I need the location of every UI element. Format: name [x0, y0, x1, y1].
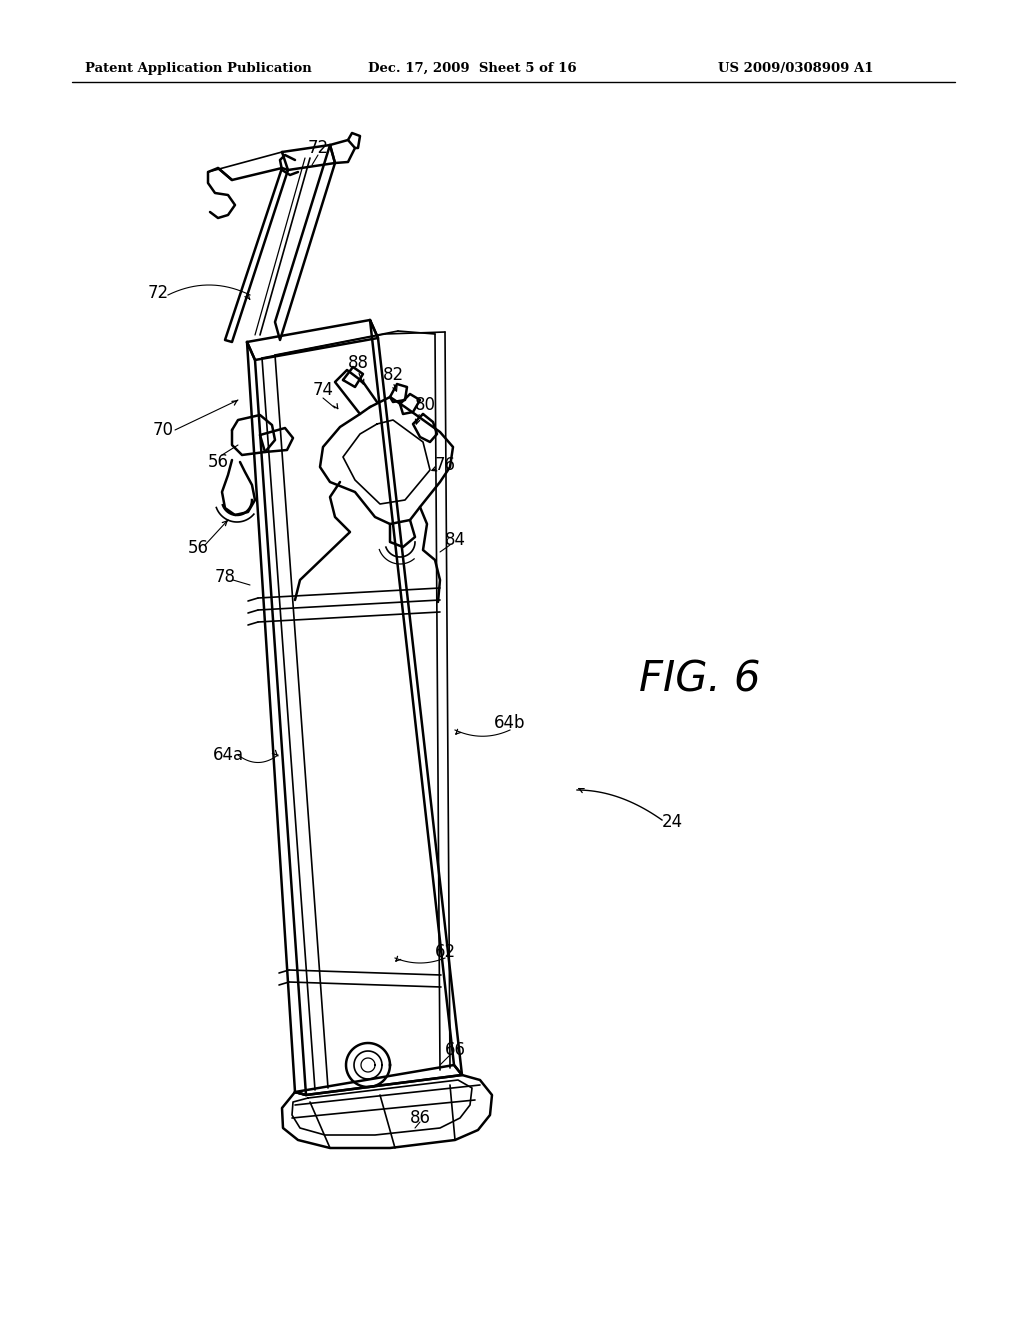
Text: Dec. 17, 2009  Sheet 5 of 16: Dec. 17, 2009 Sheet 5 of 16 — [368, 62, 577, 75]
Text: 72: 72 — [147, 284, 169, 302]
Text: 72: 72 — [307, 139, 329, 157]
Text: 56: 56 — [187, 539, 209, 557]
Text: 84: 84 — [444, 531, 466, 549]
Text: 82: 82 — [382, 366, 403, 384]
Text: 76: 76 — [434, 455, 456, 474]
Text: 64b: 64b — [495, 714, 525, 733]
Text: 66: 66 — [444, 1041, 466, 1059]
Text: 88: 88 — [347, 354, 369, 372]
Text: 70: 70 — [153, 421, 173, 440]
Text: 80: 80 — [415, 396, 435, 414]
Text: 56: 56 — [208, 453, 228, 471]
Text: 86: 86 — [410, 1109, 430, 1127]
Text: US 2009/0308909 A1: US 2009/0308909 A1 — [718, 62, 873, 75]
Text: 78: 78 — [214, 568, 236, 586]
Text: Patent Application Publication: Patent Application Publication — [85, 62, 311, 75]
Text: FIG. 6: FIG. 6 — [639, 659, 761, 701]
Text: 74: 74 — [312, 381, 334, 399]
Text: 24: 24 — [662, 813, 683, 832]
Text: 62: 62 — [434, 942, 456, 961]
Text: 64a: 64a — [212, 746, 244, 764]
